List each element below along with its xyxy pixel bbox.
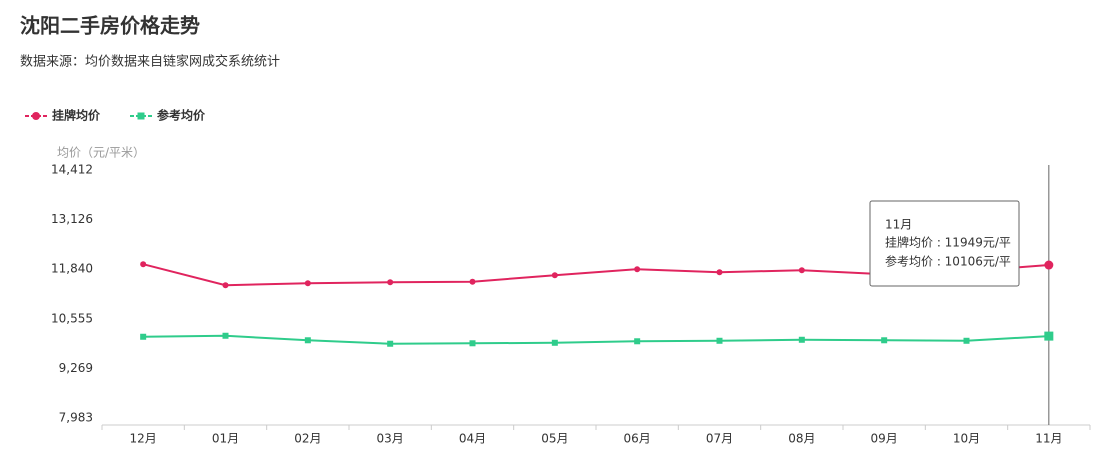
y-tick-label: 10,555 [51,311,93,325]
tooltip-line: 挂牌均价 : 11949元/平 [885,236,1011,250]
tooltip-line: 参考均价 : 10106元/平 [885,254,1011,269]
tooltip-box [869,200,1020,287]
x-tick-label: 05月 [541,432,568,446]
data-point [1044,331,1054,341]
x-tick-label: 09月 [871,432,898,446]
data-point [798,336,805,343]
y-axis-label: 均价（元/平米） [57,146,145,160]
series-line [143,334,1049,345]
data-point [716,269,723,276]
data-point [798,267,805,274]
y-tick-label: 14,412 [51,163,93,177]
data-point [140,333,147,340]
chart-title: 沈阳二手房价格走势 [20,14,200,38]
x-tick-label: 02月 [294,432,321,446]
x-tick-label: 12月 [130,432,157,446]
data-point [716,337,723,344]
data-point [963,337,970,344]
legend-marker [137,112,145,120]
x-tick-label: 07月 [706,432,733,446]
tooltip-title: 11月 [885,218,912,232]
data-point [634,338,641,345]
x-tick-label: 04月 [459,432,486,446]
data-point [222,282,229,289]
y-tick-label: 9,269 [59,361,93,375]
x-tick-label: 11月 [1035,432,1062,446]
data-point [304,337,311,344]
data-point [469,340,476,347]
legend-label: 挂牌均价 [52,108,101,123]
data-point [551,272,558,279]
data-point [469,278,476,285]
x-tick-label: 03月 [377,432,404,446]
data-point [387,340,394,347]
data-point [222,332,229,339]
y-tick-label: 7,983 [59,411,93,425]
x-tick-label: 01月 [212,432,239,446]
x-tick-label: 10月 [953,432,980,446]
data-point [551,339,558,346]
y-tick-label: 13,126 [51,212,93,226]
chart-subtitle: 数据来源：均价数据来自链家网成交系统统计 [20,54,280,70]
x-tick-label: 08月 [788,432,815,446]
y-tick-label: 11,840 [51,262,93,276]
data-point [304,280,311,287]
data-point [881,337,888,344]
x-tick-label: 06月 [624,432,651,446]
data-point [387,279,394,286]
data-point [634,266,641,273]
data-point [140,261,147,268]
legend-label: 参考均价 [157,108,206,123]
data-point [1044,260,1054,270]
legend-marker [32,112,40,120]
